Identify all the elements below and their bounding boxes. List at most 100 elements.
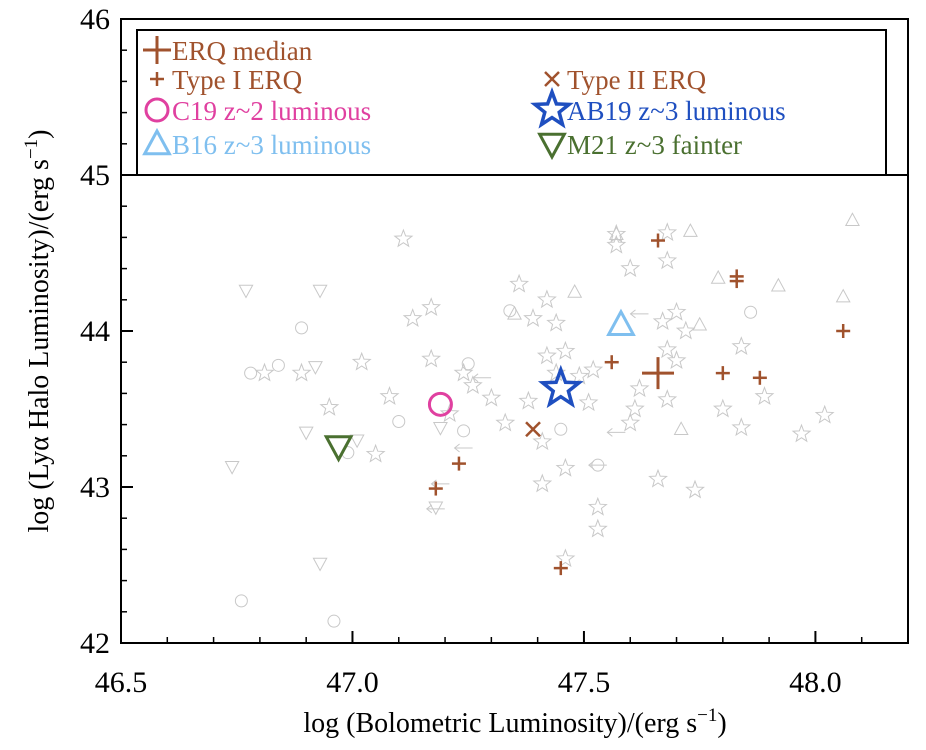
- background-star-point: [606, 234, 627, 254]
- background-triangle-up-point: [567, 283, 583, 298]
- background-star-point: [532, 431, 553, 451]
- legend-label: B16 z~3 luminous: [172, 130, 371, 160]
- background-star-point: [319, 396, 340, 416]
- legend-label: C19 z~2 luminous: [172, 96, 371, 126]
- background-star-point: [606, 223, 627, 243]
- background-star-point: [546, 312, 567, 332]
- background-triangle-down-point: [238, 284, 254, 299]
- legend-marker-plus-large: [143, 36, 171, 64]
- background-circle-point: [457, 424, 471, 438]
- data-point-plus-small: [604, 355, 619, 370]
- legend-marker-plus-small: [150, 72, 164, 86]
- background-star-point: [421, 297, 442, 317]
- y-tick-label: 42: [80, 627, 110, 660]
- background-star-point: [648, 468, 668, 488]
- y-tick-label: 44: [80, 315, 110, 348]
- background-star-point: [532, 473, 553, 493]
- background-triangle-down-point: [298, 426, 314, 441]
- data-point-plus-small: [836, 324, 851, 338]
- background-star-point: [365, 443, 386, 463]
- background-upper-limit-arrow: [453, 443, 473, 453]
- background-triangle-up-point: [507, 305, 522, 320]
- y-tick-label: 46: [80, 3, 110, 36]
- data-point-circle: [427, 391, 453, 417]
- background-star-point: [518, 390, 539, 410]
- background-upper-limit-arrow: [472, 373, 492, 383]
- background-triangle-up-point: [608, 226, 624, 241]
- background-upper-limit-arrow: [425, 504, 445, 514]
- background-star-point: [657, 339, 678, 359]
- legend-label: Type II ERQ: [567, 65, 707, 95]
- y-tick-label: 45: [80, 159, 110, 192]
- background-triangle-up-point: [835, 288, 851, 303]
- background-circle-point: [744, 305, 758, 319]
- background-star-point: [379, 386, 400, 405]
- background-star-point: [791, 423, 812, 443]
- background-triangle-up-point: [692, 316, 708, 331]
- background-upper-limit-arrow: [629, 309, 649, 319]
- x-axis-label: log (Bolometric Luminosity)/(erg s−1): [303, 705, 726, 739]
- background-star-point: [555, 548, 576, 568]
- background-star-point: [731, 336, 752, 356]
- background-triangle-down-point: [312, 284, 328, 299]
- background-circle-point: [327, 614, 341, 628]
- background-circle-point: [234, 594, 248, 608]
- y-axis-label: log (Lyα Halo Luminosity)/(erg s−1): [21, 130, 55, 533]
- background-triangle-up-point: [770, 277, 786, 292]
- background-star-point: [536, 289, 557, 309]
- background-star-point: [657, 389, 678, 409]
- background-star-point: [754, 386, 775, 405]
- data-point-triangle-up: [606, 308, 636, 337]
- axis-ticks: 46.5 47.0 47.5 48.0 42 43 44 45 46: [80, 3, 909, 699]
- background-star-point: [587, 518, 608, 538]
- background-star-point: [523, 308, 543, 327]
- background-star-point: [578, 392, 599, 412]
- background-triangle-down-point: [428, 501, 444, 516]
- background-star-point: [402, 308, 423, 327]
- data-point-plus-small: [715, 366, 730, 381]
- background-star-point: [509, 273, 530, 293]
- background-triangle-up-point: [710, 269, 726, 284]
- background-triangle-down-point: [224, 460, 240, 475]
- x-tick-label: 46.5: [95, 666, 148, 699]
- background-star-point: [393, 228, 414, 248]
- background-upper-limit-arrow: [588, 460, 607, 470]
- background-triangle-up-point: [673, 421, 689, 436]
- background-star-point: [731, 417, 752, 437]
- legend-marker-cross: [544, 71, 560, 87]
- background-star-point: [351, 351, 372, 371]
- legend-label: M21 z~3 fainter: [567, 130, 742, 160]
- background-star-point: [481, 387, 502, 407]
- background-star-point: [657, 222, 678, 242]
- background-star-point: [620, 258, 641, 278]
- background-triangle-down-point: [432, 421, 448, 436]
- background-star-point: [583, 359, 604, 379]
- background-triangle-down-point: [349, 434, 365, 449]
- y-tick-label: 43: [80, 471, 110, 504]
- legend-label: AB19 z~3 luminous: [567, 96, 786, 126]
- data-point-triangle-down: [323, 435, 354, 463]
- x-tick-label: 48.0: [789, 666, 842, 699]
- background-star-point: [536, 345, 557, 365]
- background-upper-limit-arrow: [430, 479, 450, 489]
- data-point-plus-small: [451, 456, 466, 471]
- data-point-plus-small: [752, 370, 767, 385]
- background-star-point: [439, 403, 460, 423]
- data-point-plus-small: [553, 561, 568, 576]
- legend-label: ERQ median: [172, 36, 313, 66]
- background-star-point: [685, 479, 705, 499]
- background-star-point: [666, 301, 687, 321]
- data-point-plus-small: [729, 274, 744, 289]
- background-star-point: [814, 404, 835, 424]
- background-star-point: [624, 398, 645, 418]
- x-tick-label: 47.5: [558, 666, 611, 699]
- highlight-points: [323, 233, 851, 576]
- background-star-point: [555, 340, 576, 360]
- background-circle-point: [461, 357, 475, 371]
- background-star-point: [569, 365, 590, 385]
- legend-label: Type I ERQ: [172, 65, 303, 95]
- background-star-point: [291, 362, 312, 382]
- background-circle-point: [271, 358, 285, 372]
- data-point-plus-large: [642, 357, 675, 390]
